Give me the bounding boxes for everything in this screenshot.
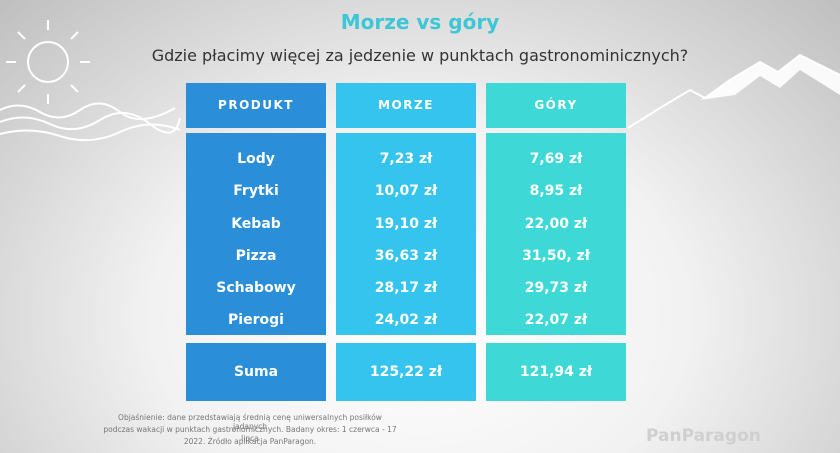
table-cell: 28,17 zł — [374, 280, 438, 296]
body-bg — [336, 133, 476, 335]
subtitle: Gdzie płacimy więcej za jedzenie w punkt… — [151, 46, 689, 65]
body-bg — [486, 133, 626, 335]
table-cell: Lody — [237, 151, 275, 167]
title: Morze vs góry — [340, 10, 500, 34]
footnote: podczas wakacji w punktach gastronomiczn… — [103, 425, 397, 443]
table-cell: 10,07 zł — [374, 183, 438, 199]
brand: PanParagon — [646, 426, 761, 446]
table-cell: Schabowy — [216, 280, 296, 296]
header-cell: GÓRY — [534, 98, 578, 112]
footnote: 2022. Źródło aplikacja PanParagon. — [183, 437, 317, 446]
footnote: Objaśnienie: dane przedstawiają średnią … — [118, 413, 382, 431]
table-cell: Kebab — [231, 216, 281, 232]
header-cell: PRODUKT — [218, 98, 294, 112]
header-cell: MORZE — [378, 98, 434, 112]
table-cell: 22,07 zł — [524, 312, 588, 328]
header-cell-bg — [186, 83, 326, 128]
table-cell: 19,10 zł — [374, 216, 438, 232]
table-cell: 24,02 zł — [374, 312, 438, 328]
body-bg — [186, 133, 326, 335]
table-cell: 22,00 zł — [524, 216, 588, 232]
table-cell: 7,23 zł — [379, 151, 433, 167]
table-cell: Pizza — [235, 248, 277, 264]
table-cell: 7,69 zł — [529, 151, 583, 167]
table-cell: Frytki — [233, 183, 279, 199]
total-bg — [486, 343, 626, 401]
table-cell: Pierogi — [228, 312, 284, 328]
total-bg — [186, 343, 326, 401]
table-cell: 31,50, zł — [522, 248, 590, 264]
total-cell: 125,22 zł — [369, 364, 443, 380]
total-cell: Suma — [233, 364, 279, 380]
header-cell-bg — [336, 83, 476, 128]
header-cell-bg — [486, 83, 626, 128]
total-cell: 121,94 zł — [519, 364, 593, 380]
table-cell: 36,63 zł — [374, 248, 438, 264]
table-cell: 8,95 zł — [529, 183, 583, 199]
table-cell: 29,73 zł — [524, 280, 588, 296]
total-bg — [336, 343, 476, 401]
